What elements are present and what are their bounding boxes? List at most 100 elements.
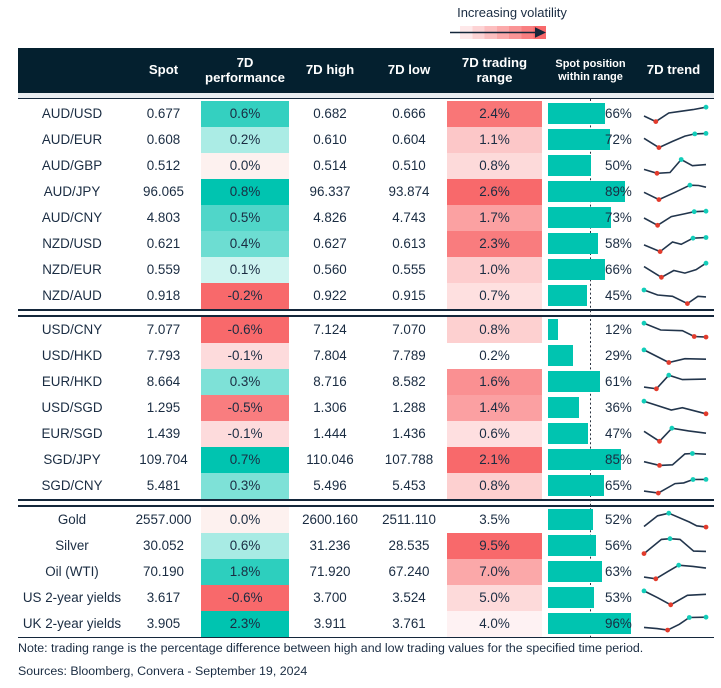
high-value: 0.610 (313, 131, 347, 147)
position-bar (548, 371, 601, 392)
trend-sparkline (643, 614, 709, 632)
position-percent-label: 29% (605, 347, 632, 363)
trend-high-dot (667, 535, 673, 541)
trend-sparkline (643, 208, 709, 228)
high-value: 2600.160 (302, 511, 358, 527)
trend-line (643, 288, 707, 305)
position-bar (548, 475, 604, 496)
low-value: 3.761 (392, 615, 426, 631)
trend-high-dot (641, 398, 647, 404)
trend-high-dot (641, 287, 647, 292)
high-value: 0.514 (313, 157, 347, 173)
position-percent-label: 58% (605, 235, 632, 251)
high-value: 4.826 (313, 209, 347, 225)
trend-sparkline (641, 535, 707, 556)
spot-value: 7.077 (146, 321, 181, 337)
position-percent-label: 12% (605, 321, 632, 337)
high-value: 96.337 (309, 183, 351, 199)
position-percent-label: 63% (605, 563, 632, 579)
trading-range-cell: 3.5% (447, 506, 542, 533)
trading-range-cell: 9.5% (447, 532, 542, 559)
trend-sparkline (643, 450, 707, 468)
trading-range-cell: 1.1% (447, 126, 542, 153)
trend-low-dot (657, 462, 662, 468)
trading-range-cell: 2.1% (447, 446, 542, 473)
trend-high-dot (692, 131, 698, 136)
performance-cell: 0.0% (201, 152, 289, 179)
asset-label: AUD/USD (41, 105, 103, 121)
asset-label: Silver (55, 537, 89, 553)
trend-line (643, 348, 707, 363)
spot-value: 7.793 (146, 347, 181, 363)
high-value: 3.911 (313, 615, 347, 631)
trading-range-cell: 2.6% (447, 178, 542, 205)
trend-low-dot (685, 300, 690, 306)
position-percent-label: 72% (605, 131, 632, 147)
performance-cell: 2.3% (201, 610, 289, 637)
low-value: 0.555 (392, 261, 426, 277)
performance-cell: 0.3% (201, 472, 289, 499)
position-percent-label: 45% (605, 287, 632, 303)
trend-high-dot (703, 614, 709, 620)
trend-sparkline (643, 182, 707, 202)
column-header-spot-position-within-range: Spot position within range (555, 58, 626, 83)
trend-high-dot (669, 425, 675, 431)
high-value: 3.700 (313, 589, 347, 605)
trend-high-dot (690, 476, 696, 482)
trend-line (643, 615, 707, 631)
position-percent-label: 85% (605, 451, 632, 467)
trend-line (643, 399, 707, 415)
trading-range-cell: 0.7% (447, 282, 542, 309)
asset-label: NZD/AUD (42, 287, 102, 303)
position-bar (548, 233, 598, 254)
asset-label: SGD/JPY (43, 451, 101, 467)
trend-sparkline (643, 104, 709, 124)
high-value: 7.124 (313, 321, 347, 337)
trend-line (643, 132, 707, 149)
position-percent-label: 65% (605, 477, 632, 493)
trend-low-dot (703, 334, 709, 339)
trend-high-dot (691, 208, 697, 214)
trend-sparkline (641, 320, 709, 339)
low-value: 0.613 (392, 235, 426, 251)
asset-label: EUR/SGD (41, 425, 103, 441)
trend-high-dot (703, 476, 709, 482)
trading-range-cell: 1.4% (447, 394, 542, 421)
trend-low-dot (641, 550, 647, 556)
position-bar (548, 103, 605, 124)
trend-high-dot (703, 234, 709, 240)
trend-line (643, 105, 707, 123)
trend-line (643, 209, 707, 226)
trend-high-dot (676, 562, 682, 568)
spot-value: 0.512 (146, 157, 181, 173)
trend-line (643, 452, 707, 466)
position-percent-label: 52% (605, 511, 632, 527)
column-header-spot: Spot (148, 62, 179, 78)
trend-line (643, 373, 707, 390)
trend-line (643, 478, 707, 494)
high-value: 71.920 (309, 563, 351, 579)
trend-low-dot (653, 118, 659, 124)
block-separator-rule (18, 315, 714, 317)
performance-cell: 0.6% (201, 532, 289, 559)
trend-line (643, 511, 707, 528)
trend-low-dot (657, 438, 662, 444)
spot-value: 1.439 (146, 425, 181, 441)
trend-low-dot (656, 144, 662, 150)
low-value: 1.288 (392, 399, 426, 415)
trend-line (643, 321, 707, 338)
trend-low-dot (703, 410, 709, 416)
spot-value: 0.621 (146, 235, 181, 251)
trend-low-dot (654, 385, 659, 391)
low-value: 7.789 (392, 347, 426, 363)
asset-label: EUR/HKD (41, 373, 103, 389)
trend-high-dot (641, 588, 647, 593)
asset-label: AUD/JPY (43, 183, 101, 199)
trend-low-dot (691, 333, 697, 339)
asset-label: AUD/EUR (41, 131, 103, 147)
trading-range-cell: 5.0% (447, 584, 542, 611)
performance-cell: -0.5% (201, 394, 289, 421)
low-value: 0.510 (392, 157, 426, 173)
trend-high-dot (666, 510, 672, 516)
trend-line (643, 236, 707, 253)
